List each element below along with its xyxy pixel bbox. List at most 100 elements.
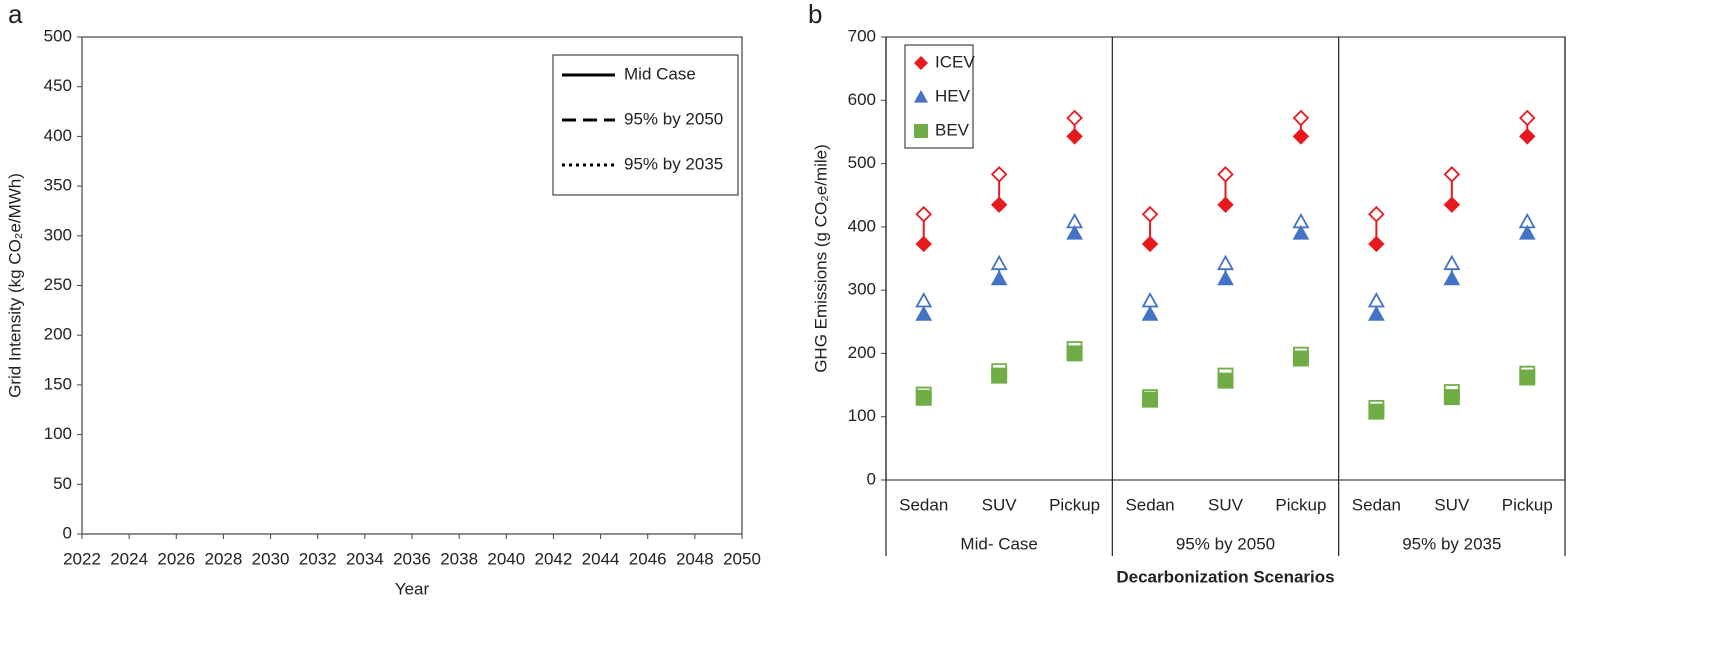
- hollow-marker: [1217, 166, 1234, 183]
- legend-label: ICEV: [935, 52, 975, 71]
- x-tick-label: 2030: [252, 549, 290, 568]
- y-axis-label: Grid Intensity (kg CO₂e/MWh): [5, 173, 24, 398]
- marker: [1217, 196, 1234, 213]
- marker: [1292, 224, 1310, 240]
- marker: [1217, 270, 1234, 286]
- hollow-marker: [1292, 109, 1310, 127]
- x-tick-label: Sedan: [899, 495, 948, 514]
- group-label: 95% by 2050: [1176, 534, 1275, 553]
- y-tick-label: 500: [44, 26, 72, 45]
- x-tick-label: 2050: [723, 549, 761, 568]
- legend-swatch: [914, 90, 928, 103]
- marker: [991, 367, 1008, 384]
- y-tick-label: 700: [848, 26, 876, 45]
- marker: [1292, 128, 1310, 145]
- x-tick-label: 2026: [157, 549, 195, 568]
- x-tick-label: 2036: [393, 549, 431, 568]
- x-tick-label: 2048: [676, 549, 714, 568]
- marker: [1519, 369, 1536, 386]
- y-tick-label: 100: [44, 424, 72, 443]
- marker: [1066, 128, 1083, 145]
- hollow-marker: [1443, 166, 1461, 183]
- legend-label: HEV: [935, 86, 971, 105]
- x-tick-label: SUV: [1434, 495, 1470, 514]
- legend-box: [552, 54, 739, 196]
- hollow-marker: [990, 166, 1008, 183]
- legend-label: 95% by 2050: [624, 109, 723, 128]
- y-tick-label: 350: [44, 176, 72, 195]
- x-tick-label: Pickup: [1275, 495, 1326, 514]
- x-axis-label: Decarbonization Scenarios: [1116, 567, 1334, 586]
- marker: [1141, 305, 1159, 321]
- y-tick-label: 600: [848, 90, 876, 109]
- marker: [1518, 224, 1536, 240]
- marker: [1217, 372, 1234, 389]
- x-tick-label: 2040: [487, 549, 525, 568]
- y-tick-label: 450: [44, 76, 72, 95]
- y-tick-label: 250: [44, 275, 72, 294]
- group-label: 95% by 2035: [1402, 534, 1501, 553]
- x-tick-label: SUV: [982, 495, 1018, 514]
- x-tick-label: 2034: [346, 549, 384, 568]
- group-label: Mid- Case: [960, 534, 1037, 553]
- x-tick-label: Pickup: [1049, 495, 1100, 514]
- hollow-marker: [1141, 292, 1159, 308]
- x-tick-label: 2022: [63, 549, 101, 568]
- hollow-marker: [915, 292, 933, 308]
- marker: [990, 270, 1008, 286]
- marker: [990, 196, 1008, 213]
- x-tick-label: 2044: [582, 549, 620, 568]
- x-tick-label: 2038: [440, 549, 478, 568]
- y-tick-label: 100: [848, 406, 876, 425]
- legend-label: BEV: [935, 120, 970, 139]
- y-tick-label: 0: [63, 523, 72, 542]
- hollow-marker: [915, 205, 932, 223]
- y-tick-label: 400: [848, 216, 876, 235]
- marker: [1066, 224, 1083, 240]
- hollow-marker: [1368, 205, 1385, 223]
- hollow-marker: [1519, 109, 1536, 127]
- x-tick-label: 2028: [205, 549, 243, 568]
- marker: [1519, 128, 1536, 145]
- legend-label: 95% by 2035: [624, 154, 723, 173]
- marker: [1066, 345, 1083, 362]
- marker: [1142, 391, 1159, 408]
- legend-label: Mid Case: [624, 64, 696, 83]
- y-tick-label: 400: [44, 126, 72, 145]
- x-tick-label: 2046: [629, 549, 667, 568]
- marker: [1443, 270, 1461, 286]
- marker: [1368, 305, 1385, 321]
- x-tick-label: 2024: [110, 549, 148, 568]
- marker: [1141, 235, 1159, 253]
- y-tick-label: 50: [53, 474, 72, 493]
- marker: [1443, 389, 1460, 406]
- marker: [1368, 403, 1385, 420]
- y-tick-label: 300: [848, 280, 876, 299]
- x-tick-label: Sedan: [1125, 495, 1174, 514]
- marker: [1368, 235, 1385, 253]
- y-tick-label: 0: [867, 469, 876, 488]
- hollow-marker: [1367, 292, 1385, 308]
- hollow-marker: [1141, 205, 1159, 223]
- marker: [1443, 196, 1461, 213]
- hollow-marker: [1443, 254, 1461, 271]
- x-axis-label: Year: [395, 579, 430, 598]
- y-tick-label: 200: [44, 325, 72, 344]
- panel-label: b: [808, 0, 822, 29]
- y-tick-label: 200: [848, 343, 876, 362]
- marker: [915, 389, 932, 406]
- y-tick-label: 150: [44, 374, 72, 393]
- marker: [915, 235, 932, 253]
- marker: [915, 305, 933, 321]
- panel-label: a: [8, 0, 23, 29]
- marker: [1292, 350, 1309, 367]
- hollow-marker: [1216, 254, 1235, 271]
- x-tick-label: SUV: [1208, 495, 1244, 514]
- x-tick-label: 2042: [535, 549, 573, 568]
- y-axis-label: GHG Emissions (g CO₂e/mile): [811, 144, 830, 373]
- x-tick-label: Pickup: [1502, 495, 1553, 514]
- x-tick-label: 2032: [299, 549, 337, 568]
- hollow-marker: [1066, 109, 1083, 127]
- y-tick-label: 300: [44, 225, 72, 244]
- legend-swatch: [914, 124, 928, 138]
